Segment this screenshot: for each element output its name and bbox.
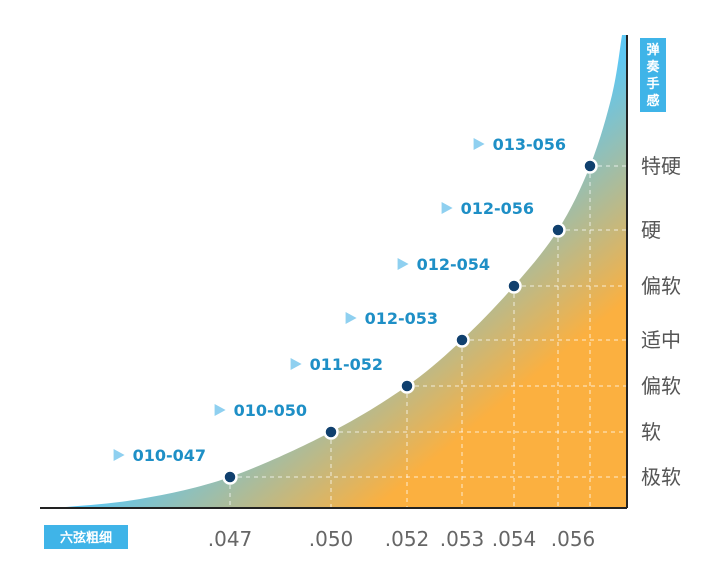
y-axis-title-char: 手 xyxy=(646,76,659,92)
x-tick-label: .052 xyxy=(385,527,430,551)
data-point-label: 013-056 xyxy=(493,135,566,154)
pointer-arrow-icon xyxy=(397,258,409,270)
x-tick-label: .050 xyxy=(309,527,354,551)
data-point-marker xyxy=(550,222,566,238)
data-labels: 010-047 010-050 011-052 012-053 012-054 012-0… xyxy=(113,135,566,465)
data-point-marker xyxy=(323,424,339,440)
data-point-marker xyxy=(454,332,470,348)
data-point-marker xyxy=(222,469,238,485)
y-tick-label: 偏软 xyxy=(641,274,681,298)
pointer-arrow-icon xyxy=(290,358,302,370)
x-axis-title: 六弦粗细 xyxy=(60,530,112,546)
y-tick-label: 适中 xyxy=(641,328,681,352)
data-point-marker xyxy=(582,158,598,174)
y-tick-label: 偏软 xyxy=(641,374,681,398)
pointer-arrow-icon xyxy=(473,138,485,150)
gridlines xyxy=(229,165,627,508)
y-tick-label: 特硬 xyxy=(641,154,681,178)
pointer-arrow-icon xyxy=(441,202,453,214)
data-point-label: 012-054 xyxy=(417,255,490,274)
y-tick-label: 极软 xyxy=(641,465,681,489)
pointer-arrow-icon xyxy=(345,312,357,324)
pointer-arrow-icon xyxy=(113,449,125,461)
area-fill xyxy=(55,35,627,508)
y-tick-label: 硬 xyxy=(641,218,661,242)
pointer-arrow-icon xyxy=(214,404,226,416)
y-axis-title-badge: 弹 奏 手 感 xyxy=(640,38,666,112)
y-axis-title-char: 感 xyxy=(646,93,659,109)
x-tick-label: .056 xyxy=(551,527,596,551)
data-point-marker xyxy=(506,278,522,294)
x-axis-title-badge: 六弦粗细 xyxy=(44,525,128,549)
data-point-label: 012-053 xyxy=(365,309,438,328)
data-point-label: 010-050 xyxy=(234,401,307,420)
data-point-label: 012-056 xyxy=(461,199,534,218)
x-tick-labels: .047 .050 .052 .053 .054 .056 xyxy=(208,527,596,551)
x-tick-label: .054 xyxy=(492,527,537,551)
y-tick-label: 软 xyxy=(641,420,661,444)
y-axis-title-char: 奏 xyxy=(645,59,660,75)
x-tick-label: .047 xyxy=(208,527,253,551)
data-point-marker xyxy=(399,378,415,394)
data-markers xyxy=(222,158,598,485)
x-tick-label: .053 xyxy=(440,527,485,551)
data-point-label: 010-047 xyxy=(133,446,206,465)
y-axis-title-char: 弹 xyxy=(646,42,659,58)
data-point-label: 011-052 xyxy=(310,355,383,374)
